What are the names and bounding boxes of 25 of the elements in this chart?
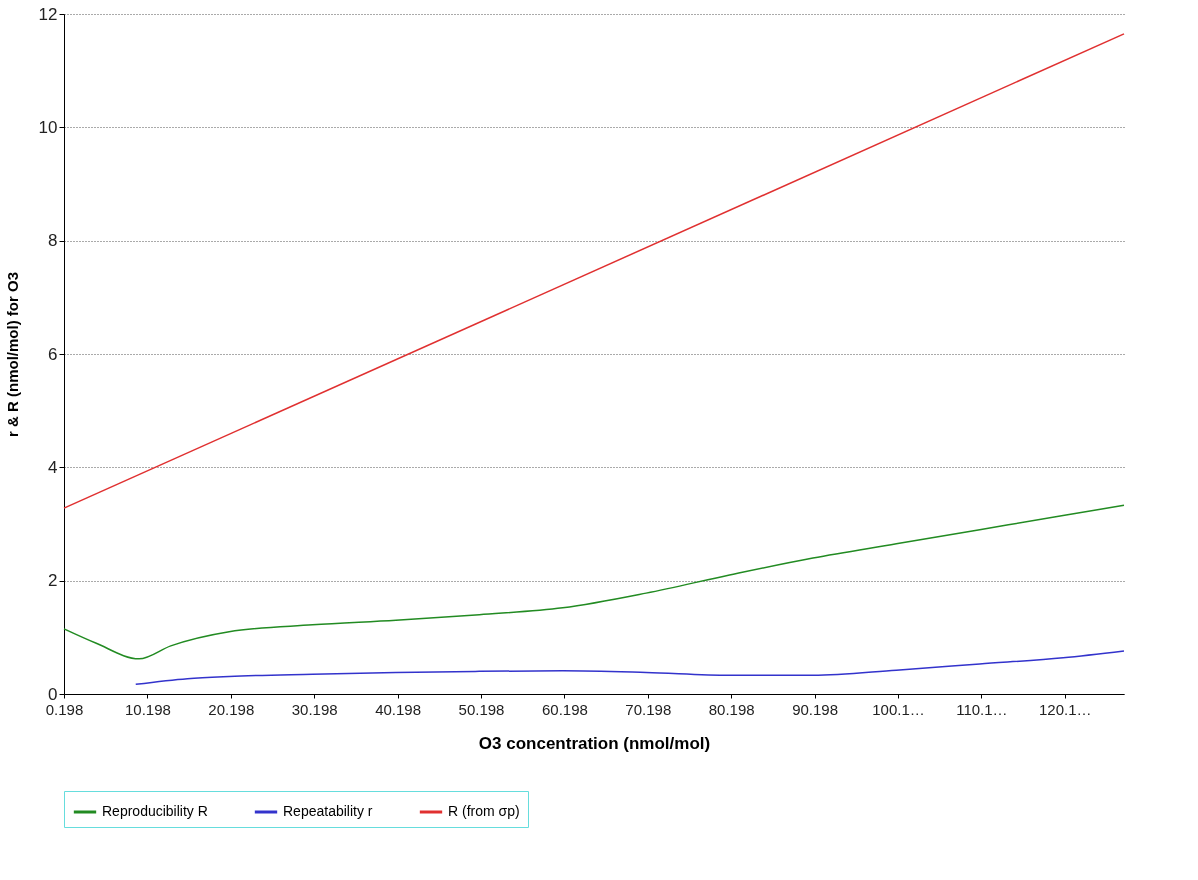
y-tick-label: 10 [38,117,58,137]
y-tick-label: 6 [48,344,58,364]
legend-label: R (from σp) [448,803,520,819]
x-tick-label: 30.198 [291,700,338,718]
line-series [134,650,1125,686]
x-tick-label: 70.198 [625,700,672,718]
line-series [63,504,1125,660]
y-tick-label: 12 [38,4,58,24]
x-tick-label: 20.198 [208,700,255,718]
x-tick-label: 80.198 [708,700,755,718]
y-tick-label: 2 [48,571,58,591]
x-tick-label: 60.198 [541,700,588,718]
x-tick-label: 40.198 [375,700,422,718]
legend-label: Repeatability r [283,803,373,819]
x-tick-label: 120.1… [1039,700,1092,718]
x-tick-label: 50.198 [458,700,505,718]
y-axis-title: r & R (nmol/mol) for O3 [3,272,21,437]
x-tick-label: 110.1… [956,700,1008,718]
x-tick-label: 10.198 [124,700,171,718]
x-axis-title: O3 concentration (nmol/mol) [478,733,711,753]
legend-label: Reproducibility R [102,803,208,819]
x-tick-label: 100.1… [872,700,925,718]
y-tick-label: 8 [48,231,58,251]
y-tick-label: 4 [48,457,58,477]
x-tick-label: 90.198 [792,700,839,718]
